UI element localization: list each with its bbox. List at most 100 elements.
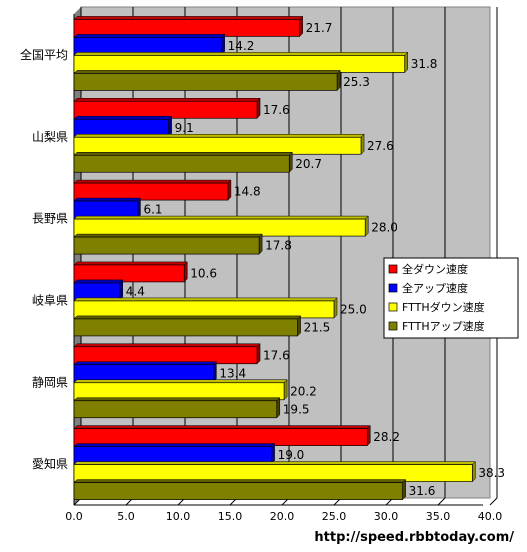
legend-swatch	[388, 321, 398, 331]
tick-label: 0.0	[65, 510, 83, 523]
data-label: 20.7	[295, 157, 322, 171]
bar-top	[73, 425, 371, 429]
bar-end	[364, 215, 369, 237]
bar	[73, 264, 185, 283]
bar	[73, 73, 338, 91]
bar-end	[297, 315, 301, 337]
bar	[73, 19, 301, 37]
source-url: http://speed.rbbtoday.com/	[314, 530, 514, 545]
legend-box	[383, 257, 519, 339]
data-label: 19.5	[283, 402, 310, 416]
bar-end	[367, 424, 371, 447]
bar-top	[73, 343, 261, 347]
bar	[73, 182, 229, 201]
bar-end	[276, 397, 281, 419]
data-label: 17.6	[263, 103, 290, 117]
bar	[73, 346, 258, 365]
bar-top	[73, 397, 281, 401]
data-label: 4.4	[126, 284, 145, 298]
bar	[73, 482, 403, 500]
bar-top	[73, 279, 124, 284]
bar-end	[227, 179, 232, 201]
bar	[73, 464, 473, 482]
bar-top	[73, 215, 369, 220]
bars	[73, 15, 476, 501]
data-label: 25.0	[340, 302, 367, 316]
legend-label: 全アップ速度	[402, 281, 468, 295]
bar	[73, 136, 362, 155]
bar-top	[73, 379, 288, 383]
x-axis-ticks: 0.0 5.0 10.0 15.0 20.0 25.0 30.0 35.0 40.0	[65, 510, 502, 523]
bar-end	[221, 33, 225, 56]
data-label: 17.8	[265, 239, 292, 253]
data-label: 31.8	[411, 57, 438, 71]
bar-end	[333, 297, 338, 319]
bar-end	[258, 233, 263, 255]
bar	[73, 154, 290, 173]
bar-end	[183, 261, 188, 283]
bar	[73, 100, 258, 119]
data-label: 19.0	[278, 448, 305, 462]
bar-top	[73, 361, 217, 365]
category-label: 愛知県	[32, 457, 68, 471]
tick-label: 40.0	[478, 510, 503, 523]
bar-top	[73, 261, 188, 266]
bar-top	[73, 197, 142, 202]
value-labels: 21.7 14.2 31.8 25.3 17.6 9.1 27.6 20.7 14.8 6.1 28…	[126, 21, 505, 498]
bar-end	[271, 442, 275, 465]
bar-top	[73, 233, 263, 238]
bar-end	[256, 97, 261, 119]
bar	[73, 446, 272, 464]
bar	[73, 400, 278, 419]
bar-top	[73, 134, 365, 138]
data-label: 6.1	[143, 203, 162, 217]
bar-end	[299, 15, 303, 38]
bar-top	[73, 315, 302, 320]
data-label: 21.5	[304, 320, 331, 334]
bar	[73, 37, 223, 55]
bar	[73, 300, 335, 319]
data-label: 31.6	[409, 484, 436, 498]
bar-top	[73, 152, 293, 156]
bar	[73, 364, 214, 383]
tick-label: 5.0	[117, 510, 135, 523]
data-label: 28.2	[373, 430, 400, 444]
category-label: 長野県	[32, 212, 68, 226]
bar	[73, 118, 169, 137]
tick-label: 15.0	[218, 510, 243, 523]
bar	[73, 55, 406, 73]
legend-swatch	[388, 302, 398, 312]
legend-label: 全ダウン速度	[402, 262, 468, 276]
tick-label: 10.0	[166, 510, 191, 523]
data-label: 27.6	[367, 139, 394, 153]
bar	[73, 218, 366, 237]
bar-end	[168, 115, 172, 137]
bar	[73, 382, 285, 401]
bar-end	[336, 69, 341, 92]
legend-label: FTTHダウン速度	[402, 300, 485, 314]
data-label: 20.2	[290, 384, 317, 398]
bar-end	[119, 279, 124, 301]
tick-label: 20.0	[270, 510, 295, 523]
bar	[73, 428, 368, 446]
category-label: 山梨県	[32, 130, 68, 144]
gridline-floor	[489, 497, 498, 506]
data-label: 25.3	[343, 75, 370, 89]
bar-end	[404, 51, 408, 74]
bar-top	[73, 479, 407, 483]
bar-top	[73, 98, 261, 102]
data-label: 17.6	[263, 348, 290, 362]
legend-swatch	[388, 264, 398, 274]
category-label: 静岡県	[32, 375, 68, 389]
gridline-floor	[437, 497, 446, 506]
data-label: 38.3	[478, 466, 505, 480]
category-label: 岐阜県	[32, 293, 68, 307]
bar-top	[73, 461, 476, 465]
bar	[73, 318, 298, 337]
bar-end	[472, 460, 476, 483]
bar-end	[256, 343, 261, 365]
category-label: 全国平均	[20, 47, 68, 62]
